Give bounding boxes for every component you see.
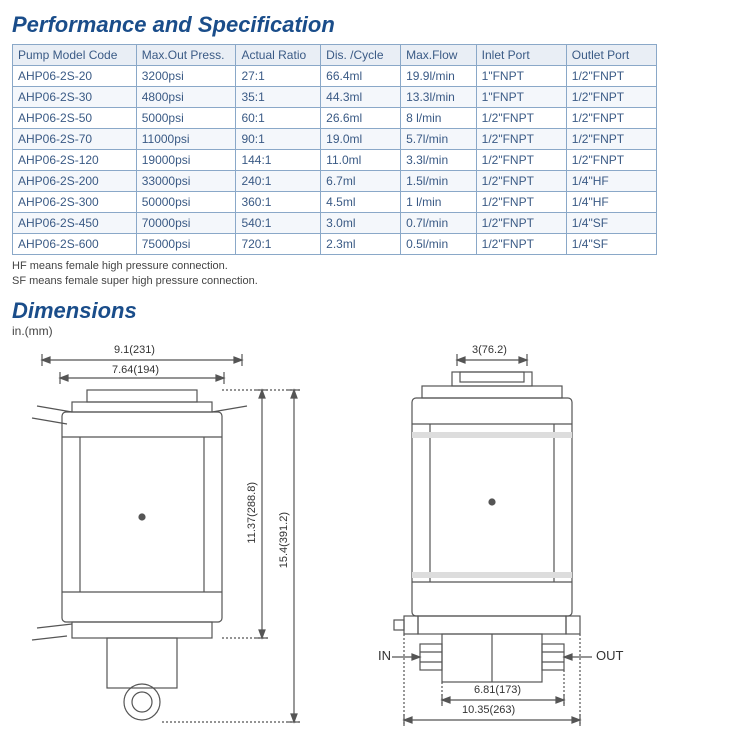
table-row: AHP06-2S-30050000psi360:14.5ml1 l/min1/2… <box>13 192 657 213</box>
table-cell: 90:1 <box>236 129 321 150</box>
table-cell: AHP06-2S-70 <box>13 129 137 150</box>
col-header: Pump Model Code <box>13 45 137 66</box>
table-cell: 240:1 <box>236 171 321 192</box>
in-label: IN <box>378 648 391 663</box>
footnote-line: SF means female super high pressure conn… <box>12 274 741 289</box>
side-view-drawing: 3(76.2) IN OUT 6.81(173) 10.35(263) <box>352 342 652 742</box>
footnote-line: HF means female high pressure connection… <box>12 259 741 274</box>
table-cell: 66.4ml <box>321 66 401 87</box>
table-cell: 1 l/min <box>401 192 477 213</box>
table-cell: 1/4"SF <box>566 234 656 255</box>
table-cell: 1/2"FNPT <box>566 129 656 150</box>
table-cell: 3.3l/min <box>401 150 477 171</box>
table-cell: 1/2"FNPT <box>566 150 656 171</box>
col-header: Max.Flow <box>401 45 477 66</box>
footnote: HF means female high pressure connection… <box>12 259 741 290</box>
table-cell: 1/2"FNPT <box>476 192 566 213</box>
table-cell: 6.7ml <box>321 171 401 192</box>
table-cell: 19.0ml <box>321 129 401 150</box>
table-cell: 1.5l/min <box>401 171 477 192</box>
table-cell: 1/2"FNPT <box>566 108 656 129</box>
table-row: AHP06-2S-505000psi60:126.6ml8 l/min1/2"F… <box>13 108 657 129</box>
table-row: AHP06-2S-7011000psi90:119.0ml5.7l/min1/2… <box>13 129 657 150</box>
table-cell: 1/2"FNPT <box>476 171 566 192</box>
table-cell: 19.9l/min <box>401 66 477 87</box>
table-cell: 540:1 <box>236 213 321 234</box>
table-cell: 3200psi <box>136 66 236 87</box>
table-cell: 19000psi <box>136 150 236 171</box>
table-cell: 1/4"HF <box>566 171 656 192</box>
table-cell: 1/2"FNPT <box>476 129 566 150</box>
spec-table: Pump Model Code Max.Out Press. Actual Ra… <box>12 44 657 255</box>
table-cell: 1/4"HF <box>566 192 656 213</box>
table-cell: AHP06-2S-20 <box>13 66 137 87</box>
table-cell: 44.3ml <box>321 87 401 108</box>
table-cell: AHP06-2S-30 <box>13 87 137 108</box>
dim-label: 10.35(263) <box>462 704 515 716</box>
table-cell: 1/2"FNPT <box>476 213 566 234</box>
table-cell: 60:1 <box>236 108 321 129</box>
table-cell: AHP06-2S-200 <box>13 171 137 192</box>
table-cell: 8 l/min <box>401 108 477 129</box>
table-cell: 3.0ml <box>321 213 401 234</box>
table-cell: 5.7l/min <box>401 129 477 150</box>
table-cell: 50000psi <box>136 192 236 213</box>
table-cell: 1/2"FNPT <box>566 87 656 108</box>
table-cell: 11000psi <box>136 129 236 150</box>
table-cell: 1/2"FNPT <box>476 150 566 171</box>
table-row: AHP06-2S-45070000psi540:13.0ml0.7l/min1/… <box>13 213 657 234</box>
dim-label: 7.64(194) <box>112 364 159 376</box>
table-row: AHP06-2S-60075000psi720:12.3ml0.5l/min1/… <box>13 234 657 255</box>
table-cell: 720:1 <box>236 234 321 255</box>
table-cell: 33000psi <box>136 171 236 192</box>
table-cell: AHP06-2S-300 <box>13 192 137 213</box>
table-cell: 4.5ml <box>321 192 401 213</box>
table-row: AHP06-2S-12019000psi144:111.0ml3.3l/min1… <box>13 150 657 171</box>
table-row: AHP06-2S-203200psi27:166.4ml19.9l/min1"F… <box>13 66 657 87</box>
table-cell: 1/4"SF <box>566 213 656 234</box>
table-cell: 13.3l/min <box>401 87 477 108</box>
table-cell: 360:1 <box>236 192 321 213</box>
table-cell: 4800psi <box>136 87 236 108</box>
table-cell: 0.5l/min <box>401 234 477 255</box>
dims-section-title: Dimensions <box>12 298 137 324</box>
table-cell: 75000psi <box>136 234 236 255</box>
table-cell: AHP06-2S-450 <box>13 213 137 234</box>
col-header: Inlet Port <box>476 45 566 66</box>
table-cell: 11.0ml <box>321 150 401 171</box>
table-cell: 27:1 <box>236 66 321 87</box>
dim-label: 6.81(173) <box>474 684 521 696</box>
table-cell: 1/2"FNPT <box>566 66 656 87</box>
table-cell: 35:1 <box>236 87 321 108</box>
table-cell: 5000psi <box>136 108 236 129</box>
table-cell: 1"FNPT <box>476 66 566 87</box>
dim-label: 15.4(391.2) <box>278 512 290 568</box>
table-cell: AHP06-2S-120 <box>13 150 137 171</box>
front-view-drawing: 9.1(231) 7.64(194) 11.37(288.8) 15.4(391… <box>12 342 322 742</box>
col-header: Max.Out Press. <box>136 45 236 66</box>
table-row: AHP06-2S-20033000psi240:16.7ml1.5l/min1/… <box>13 171 657 192</box>
table-cell: 0.7l/min <box>401 213 477 234</box>
table-cell: AHP06-2S-600 <box>13 234 137 255</box>
out-label: OUT <box>596 648 623 663</box>
table-cell: 2.3ml <box>321 234 401 255</box>
dim-label: 11.37(288.8) <box>246 482 258 544</box>
table-cell: 144:1 <box>236 150 321 171</box>
dim-label: 9.1(231) <box>114 344 155 356</box>
table-cell: 26.6ml <box>321 108 401 129</box>
table-cell: 1/2"FNPT <box>476 234 566 255</box>
table-cell: 1/2"FNPT <box>476 108 566 129</box>
col-header: Actual Ratio <box>236 45 321 66</box>
dim-label: 3(76.2) <box>472 344 507 356</box>
col-header: Outlet Port <box>566 45 656 66</box>
table-cell: 1"FNPT <box>476 87 566 108</box>
dims-unit-label: in.(mm) <box>12 324 741 338</box>
table-cell: 70000psi <box>136 213 236 234</box>
col-header: Dis. /Cycle <box>321 45 401 66</box>
table-cell: AHP06-2S-50 <box>13 108 137 129</box>
spec-section-title: Performance and Specification <box>12 12 741 38</box>
table-row: AHP06-2S-304800psi35:144.3ml13.3l/min1"F… <box>13 87 657 108</box>
